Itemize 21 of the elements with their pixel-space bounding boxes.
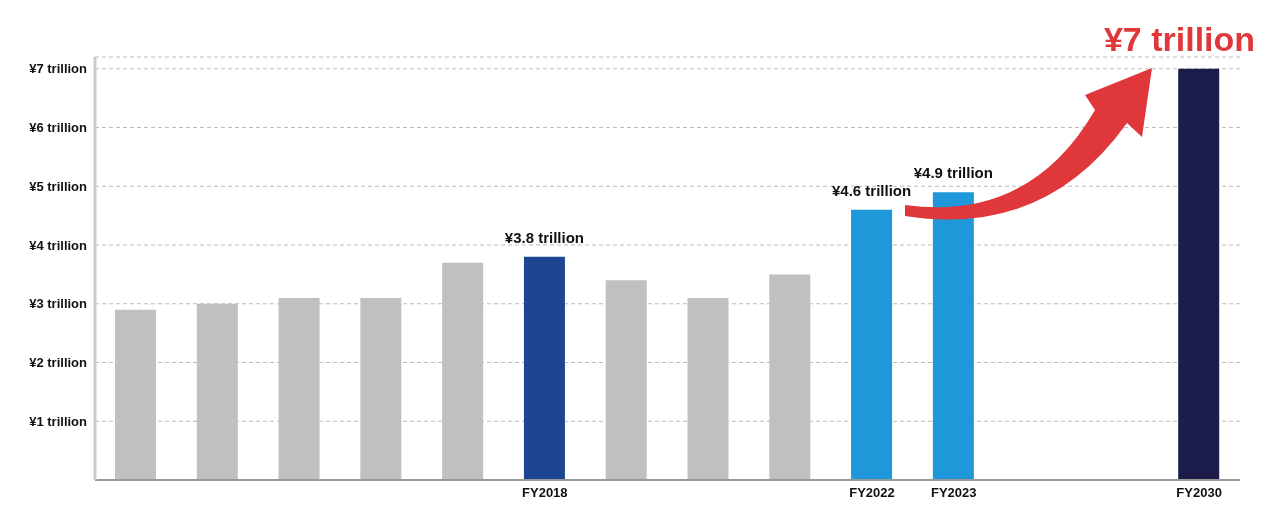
x-tick-label: FY2018: [522, 485, 568, 501]
data-label: ¥3.8 trillion: [504, 228, 585, 246]
y-tick-label: ¥4 trillion: [29, 237, 88, 253]
x-tick-label: FY2023: [930, 485, 977, 501]
y-tick-label: ¥2 trillion: [29, 355, 88, 371]
x-tick-label: FY2022: [849, 485, 895, 501]
y-tick-label: ¥3 trillion: [29, 296, 88, 312]
y-tick-label: ¥1 trillion: [29, 413, 88, 429]
x-tick-label: FY2030: [1176, 485, 1222, 501]
bar: [932, 192, 974, 480]
annotation: ¥7 trillion: [1103, 19, 1256, 58]
bar: [360, 297, 402, 480]
bar: [523, 256, 565, 480]
y-tick-label: ¥6 trillion: [29, 120, 88, 136]
y-tick-label: ¥7 trillion: [29, 61, 88, 77]
data-label: ¥4.9 trillion: [913, 164, 993, 182]
y-tick-label: ¥5 trillion: [29, 178, 88, 194]
data-label: ¥4.6 trillion: [831, 181, 912, 199]
bar: [1178, 68, 1220, 480]
bar: [851, 209, 893, 480]
bar: [115, 309, 156, 480]
